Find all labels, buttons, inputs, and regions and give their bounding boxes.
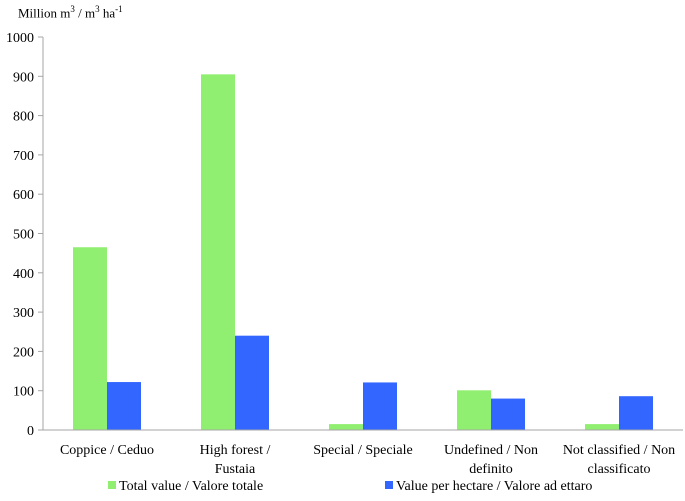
- x-category-label: Coppice / Ceduo: [60, 443, 154, 458]
- bar-value-per-hectare: [619, 396, 653, 430]
- bar-total-value: [457, 390, 491, 430]
- legend-swatch: [385, 481, 393, 489]
- unit-prefix: Million m: [18, 5, 71, 21]
- bar-total-value: [585, 424, 619, 430]
- y-tick-label: 600: [13, 188, 34, 203]
- unit-sup-3: -1: [115, 4, 123, 14]
- x-category-label: Not classified / Non: [563, 443, 675, 458]
- legend-label: Value per hectare / Valore ad ettaro: [396, 479, 592, 494]
- bar-total-value: [201, 74, 235, 431]
- y-tick-label: 800: [13, 110, 34, 125]
- y-tick-label: 200: [13, 345, 34, 360]
- y-tick-label: 400: [13, 267, 34, 282]
- bar-value-per-hectare: [363, 382, 397, 430]
- bar-value-per-hectare: [235, 335, 269, 430]
- bar-value-per-hectare: [491, 398, 525, 430]
- y-tick-label: 1000: [6, 31, 34, 46]
- x-category-label: Undefined / Non: [444, 443, 538, 458]
- unit-suffix: ha: [99, 5, 116, 21]
- bar-total-value: [329, 424, 363, 430]
- y-tick-label: 700: [13, 149, 34, 164]
- y-tick-label: 300: [13, 306, 34, 321]
- legend-label: Total value / Valore totale: [119, 479, 263, 494]
- y-axis-unit-label: Million m3 / m3 ha-1: [18, 4, 123, 21]
- legend: Total value / Valore totale Value per hec…: [108, 479, 592, 494]
- y-tick-label: 900: [13, 70, 34, 85]
- y-tick-label: 0: [27, 424, 34, 439]
- unit-sup-2: 3: [95, 4, 100, 14]
- y-axis: 0 100 200 300 400 500 600 700 800 900 1000: [6, 31, 44, 439]
- x-category-label: High forest /: [200, 443, 271, 458]
- bars: [73, 74, 653, 431]
- legend-swatch: [108, 481, 116, 489]
- x-axis: Coppice / Ceduo High forest / Fustaia Speci…: [43, 429, 683, 477]
- y-tick-label: 100: [13, 385, 34, 400]
- x-category-label: Fustaia: [215, 462, 256, 477]
- x-category-label: definito: [469, 462, 513, 477]
- bar-value-per-hectare: [107, 382, 141, 430]
- x-category-label: classificato: [588, 462, 651, 477]
- x-category-label: Special / Speciale: [313, 443, 413, 458]
- bar-total-value: [73, 247, 107, 430]
- unit-sup-1: 3: [70, 4, 75, 14]
- unit-middle: / m: [74, 5, 96, 21]
- y-tick-label: 500: [13, 228, 34, 243]
